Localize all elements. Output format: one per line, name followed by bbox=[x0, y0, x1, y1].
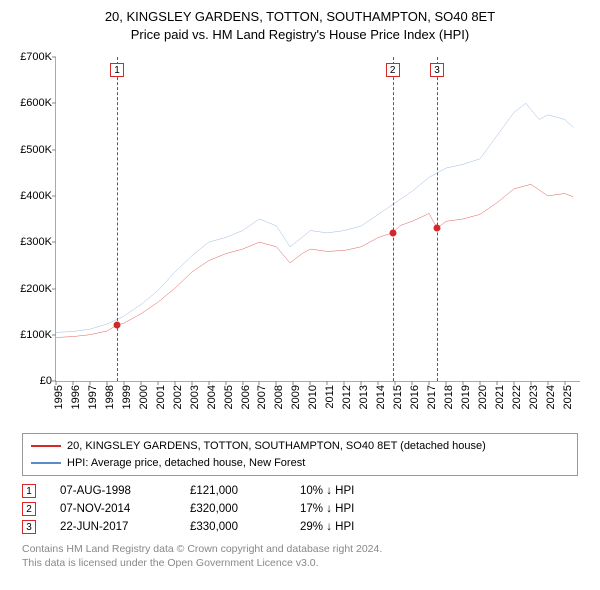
chart-container: 20, KINGSLEY GARDENS, TOTTON, SOUTHAMPTO… bbox=[0, 0, 600, 570]
event-row: 2 07-NOV-2014£320,00017% ↓ HPI bbox=[22, 502, 578, 516]
ytick-label: £600K bbox=[20, 97, 52, 109]
legend-box: 20, KINGSLEY GARDENS, TOTTON, SOUTHAMPTO… bbox=[22, 433, 578, 476]
legend-row: HPI: Average price, detached house, New … bbox=[31, 455, 569, 472]
ytick-label: £500K bbox=[20, 144, 52, 156]
marker-box-1: 1 bbox=[110, 63, 124, 77]
event-price: £330,000 bbox=[190, 521, 300, 533]
title-line2: Price paid vs. HM Land Registry's House … bbox=[0, 26, 600, 44]
ytick-label: £300K bbox=[20, 236, 52, 248]
footer: Contains HM Land Registry data © Crown c… bbox=[22, 542, 578, 570]
event-marker-box: 3 bbox=[22, 520, 36, 534]
events-table: 1 07-AUG-1998£121,00010% ↓ HPI 2 07-NOV-201… bbox=[22, 484, 578, 534]
event-row: 3 22-JUN-2017£330,00029% ↓ HPI bbox=[22, 520, 578, 534]
footer-line1: Contains HM Land Registry data © Crown c… bbox=[22, 542, 578, 556]
sale-dot-1 bbox=[114, 322, 121, 329]
chart-area: £0 £100K £200K £300K £400K £500K £600K £700K 199… bbox=[0, 47, 590, 427]
series-property bbox=[56, 184, 573, 337]
xtick-label: 2018 bbox=[443, 385, 455, 409]
xtick-label: 2002 bbox=[172, 385, 184, 409]
event-price: £320,000 bbox=[190, 503, 300, 515]
xtick-label: 2007 bbox=[256, 385, 268, 409]
title-line1: 20, KINGSLEY GARDENS, TOTTON, SOUTHAMPTO… bbox=[0, 8, 600, 26]
xtick-label: 2004 bbox=[206, 385, 218, 409]
xtick-label: 2012 bbox=[341, 385, 353, 409]
footer-line2: This data is licensed under the Open Gov… bbox=[22, 556, 578, 570]
event-marker-box: 2 bbox=[22, 502, 36, 516]
xtick-label: 2010 bbox=[307, 385, 319, 409]
event-row: 1 07-AUG-1998£121,00010% ↓ HPI bbox=[22, 484, 578, 498]
xtick-label: 2016 bbox=[409, 385, 421, 409]
xtick-label: 2013 bbox=[358, 385, 370, 409]
xtick-label: 2009 bbox=[290, 385, 302, 409]
ytick-label: £0 bbox=[40, 375, 52, 387]
event-date: 07-NOV-2014 bbox=[60, 503, 190, 515]
legend-label: 20, KINGSLEY GARDENS, TOTTON, SOUTHAMPTO… bbox=[67, 438, 486, 455]
xtick-label: 2014 bbox=[375, 385, 387, 409]
event-change: 10% ↓ HPI bbox=[300, 485, 578, 497]
legend-swatch bbox=[31, 462, 61, 464]
xtick-label: 2006 bbox=[240, 385, 252, 409]
marker-box-2: 2 bbox=[386, 63, 400, 77]
marker-vline bbox=[437, 57, 438, 381]
event-marker-box: 1 bbox=[22, 484, 36, 498]
ytick-label: £200K bbox=[20, 283, 52, 295]
sale-dot-2 bbox=[389, 229, 396, 236]
xtick-label: 1997 bbox=[87, 385, 99, 409]
xtick-label: 1996 bbox=[70, 385, 82, 409]
xtick-label: 2023 bbox=[528, 385, 540, 409]
marker-box-3: 3 bbox=[430, 63, 444, 77]
xtick-label: 2021 bbox=[494, 385, 506, 409]
xtick-label: 2024 bbox=[545, 385, 557, 409]
legend-label: HPI: Average price, detached house, New … bbox=[67, 455, 305, 472]
xtick-label: 1999 bbox=[121, 385, 133, 409]
xtick-label: 2017 bbox=[426, 385, 438, 409]
title-block: 20, KINGSLEY GARDENS, TOTTON, SOUTHAMPTO… bbox=[0, 0, 600, 47]
marker-vline bbox=[117, 57, 118, 381]
event-change: 17% ↓ HPI bbox=[300, 503, 578, 515]
xtick-label: 2015 bbox=[392, 385, 404, 409]
xtick-label: 2020 bbox=[477, 385, 489, 409]
chart-lines bbox=[56, 57, 580, 381]
xtick-label: 1995 bbox=[53, 385, 65, 409]
event-price: £121,000 bbox=[190, 485, 300, 497]
xtick-label: 2005 bbox=[223, 385, 235, 409]
ytick-label: £700K bbox=[20, 51, 52, 63]
xtick-label: 2019 bbox=[460, 385, 472, 409]
event-change: 29% ↓ HPI bbox=[300, 521, 578, 533]
xtick-label: 2001 bbox=[155, 385, 167, 409]
xtick-label: 2011 bbox=[324, 385, 336, 409]
series-hpi bbox=[56, 103, 573, 332]
xtick-label: 2025 bbox=[562, 385, 574, 409]
xtick-label: 2008 bbox=[273, 385, 285, 409]
xtick-label: 2000 bbox=[138, 385, 150, 409]
event-date: 22-JUN-2017 bbox=[60, 521, 190, 533]
xtick-label: 2003 bbox=[189, 385, 201, 409]
legend-row: 20, KINGSLEY GARDENS, TOTTON, SOUTHAMPTO… bbox=[31, 438, 569, 455]
ytick-label: £100K bbox=[20, 329, 52, 341]
sale-dot-3 bbox=[434, 225, 441, 232]
marker-vline bbox=[393, 57, 394, 381]
chart-plot: £0£100K£200K£300K£400K£500K£600K£700K199… bbox=[55, 57, 580, 382]
xtick-label: 2022 bbox=[511, 385, 523, 409]
event-date: 07-AUG-1998 bbox=[60, 485, 190, 497]
legend-swatch bbox=[31, 445, 61, 447]
xtick-label: 1998 bbox=[104, 385, 116, 409]
ytick-label: £400K bbox=[20, 190, 52, 202]
